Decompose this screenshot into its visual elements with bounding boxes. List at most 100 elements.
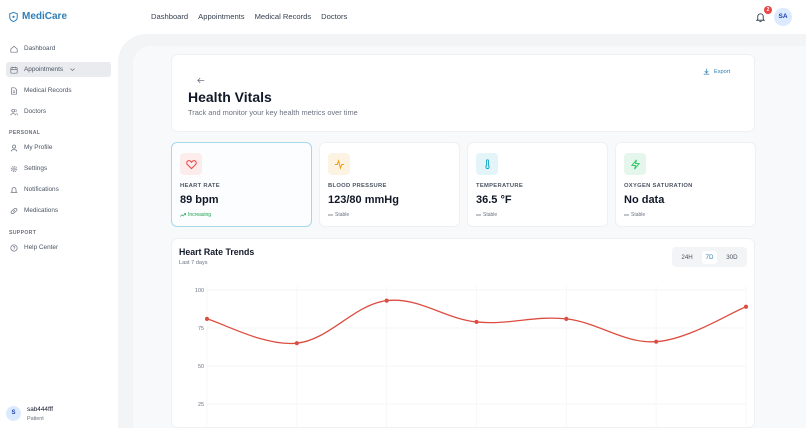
- page-title: Health Vitals: [188, 89, 272, 105]
- stat-trend: Increasing: [180, 212, 211, 218]
- sidebar-section-support: SUPPORT: [9, 230, 37, 236]
- stat-trend-label: Stable: [483, 212, 498, 218]
- y-tick-label: 75: [198, 326, 204, 332]
- stat-value: No data: [624, 194, 665, 206]
- heart-rate-chart: 100 75 50 25: [195, 286, 749, 428]
- data-point[interactable]: [384, 298, 389, 303]
- sidebar-item-label: Medical Records: [24, 87, 72, 94]
- stat-trend-label: Stable: [335, 212, 350, 218]
- range-selector: 24H 7D 30D: [672, 247, 747, 267]
- sidebar-item-label: Help Center: [24, 244, 59, 251]
- file-icon: [11, 86, 17, 95]
- pill-icon: [10, 207, 18, 214]
- notification-badge: 2: [764, 6, 772, 14]
- range-7d[interactable]: 7D: [701, 250, 718, 264]
- bell-icon: [10, 186, 18, 193]
- user-role: Patient: [27, 416, 44, 422]
- stat-value: 123/80 mmHg: [328, 194, 399, 206]
- data-point[interactable]: [294, 341, 299, 346]
- data-point[interactable]: [474, 319, 479, 325]
- sidebar-item-label: My Profile: [24, 144, 53, 151]
- heart-rate-trends-card: 100 75 50 25 Heart Rate Trends Last 7 days …: [171, 238, 755, 428]
- sidebar-item-medical-records[interactable]: Medical Records: [6, 83, 111, 98]
- users-icon: [10, 108, 18, 115]
- data-point[interactable]: [204, 316, 210, 321]
- sidebar-item-notifications[interactable]: Notifications: [6, 182, 111, 197]
- stat-label: OXYGEN SATURATION: [624, 183, 693, 189]
- sidebar-item-medications[interactable]: Medications: [6, 203, 111, 218]
- stat-label: BLOOD PRESSURE: [328, 183, 387, 189]
- y-tick-label: 100: [195, 288, 204, 294]
- trending-up-icon: [180, 213, 186, 217]
- heart-icon: [185, 159, 197, 169]
- thermometer-icon: [484, 158, 490, 169]
- y-tick-label: 25: [198, 402, 204, 408]
- calendar-icon: [10, 66, 18, 74]
- stat-trend-label: Stable: [631, 212, 646, 218]
- user-profile[interactable]: S sab444fff Patient: [6, 406, 53, 422]
- stat-trend: Stable: [476, 212, 497, 218]
- download-icon: [703, 68, 710, 75]
- stat-card-temperature[interactable]: TEMPERATURE 36.5 °F Stable: [467, 142, 608, 227]
- user-avatar[interactable]: SA: [774, 8, 792, 26]
- sidebar-item-label: Dashboard: [24, 45, 56, 52]
- bell-icon[interactable]: [755, 12, 766, 23]
- zap-icon: [630, 159, 640, 169]
- range-30d[interactable]: 30D: [726, 253, 738, 261]
- data-point[interactable]: [743, 304, 749, 309]
- topnav-doctors[interactable]: Doctors: [321, 12, 348, 21]
- range-24h[interactable]: 24H: [681, 253, 693, 261]
- top-nav: Dashboard Appointments Medical Records D…: [151, 12, 357, 21]
- sidebar-item-dashboard[interactable]: Dashboard: [6, 41, 111, 56]
- help-icon: [10, 243, 18, 252]
- activity-icon: [334, 158, 344, 170]
- stat-icon-box: [624, 153, 646, 175]
- topnav-medical-records[interactable]: Medical Records: [254, 12, 312, 21]
- export-label: Export: [714, 68, 731, 75]
- sidebar-item-label: Appointments: [24, 66, 64, 73]
- sidebar-item-settings[interactable]: Settings: [6, 161, 111, 176]
- export-button[interactable]: Export: [703, 68, 730, 75]
- gear-icon: [10, 165, 18, 172]
- sidebar-section-personal: PERSONAL: [9, 130, 41, 136]
- brand[interactable]: MediCare: [9, 11, 67, 22]
- stat-value: 36.5 °F: [476, 194, 512, 206]
- sidebar-item-label: Settings: [24, 165, 48, 172]
- data-point[interactable]: [654, 339, 659, 344]
- minus-icon: [476, 214, 481, 216]
- minus-icon: [328, 214, 333, 216]
- arrow-left-icon[interactable]: [197, 77, 205, 84]
- shield-icon: [9, 11, 18, 22]
- sidebar-item-my-profile[interactable]: My Profile: [6, 140, 111, 155]
- stat-label: TEMPERATURE: [476, 183, 523, 189]
- stat-value: 89 bpm: [180, 194, 219, 206]
- sidebar-item-help-center[interactable]: Help Center: [6, 240, 111, 255]
- user-name: sab444fff: [27, 406, 54, 413]
- stat-card-heart-rate[interactable]: HEART RATE 89 bpm Increasing: [171, 142, 312, 227]
- avatar: S: [6, 406, 21, 421]
- stat-card-blood-pressure[interactable]: BLOOD PRESSURE 123/80 mmHg Stable: [319, 142, 460, 227]
- sidebar-item-label: Medications: [24, 207, 59, 214]
- chart-subtitle: Last 7 days: [179, 260, 208, 266]
- home-icon: [10, 45, 18, 53]
- stat-icon-box: [180, 153, 202, 175]
- stat-trend: Stable: [328, 212, 349, 218]
- sidebar-item-label: Notifications: [24, 186, 59, 193]
- stat-label: HEART RATE: [180, 183, 220, 189]
- stat-card-oxygen-saturation[interactable]: OXYGEN SATURATION No data Stable: [615, 142, 756, 227]
- brand-name: MediCare: [22, 11, 68, 22]
- stat-trend: Stable: [624, 212, 645, 218]
- data-point[interactable]: [564, 316, 569, 321]
- page-subtitle: Track and monitor your key health metric…: [188, 108, 358, 117]
- sidebar: Dashboard Appointments Medical Records D…: [0, 34, 118, 428]
- stat-icon-box: [328, 153, 350, 175]
- topnav-appointments[interactable]: Appointments: [198, 12, 245, 21]
- top-bar: MediCare Dashboard Appointments Medical …: [0, 0, 806, 34]
- sidebar-item-doctors[interactable]: Doctors: [6, 104, 111, 119]
- topnav-dashboard[interactable]: Dashboard: [151, 12, 189, 21]
- chevron-down-icon[interactable]: [69, 66, 76, 73]
- sidebar-item-appointments[interactable]: Appointments: [6, 62, 111, 77]
- minus-icon: [624, 214, 629, 216]
- sidebar-item-label: Doctors: [24, 108, 47, 115]
- stat-trend-label: Increasing: [188, 212, 212, 218]
